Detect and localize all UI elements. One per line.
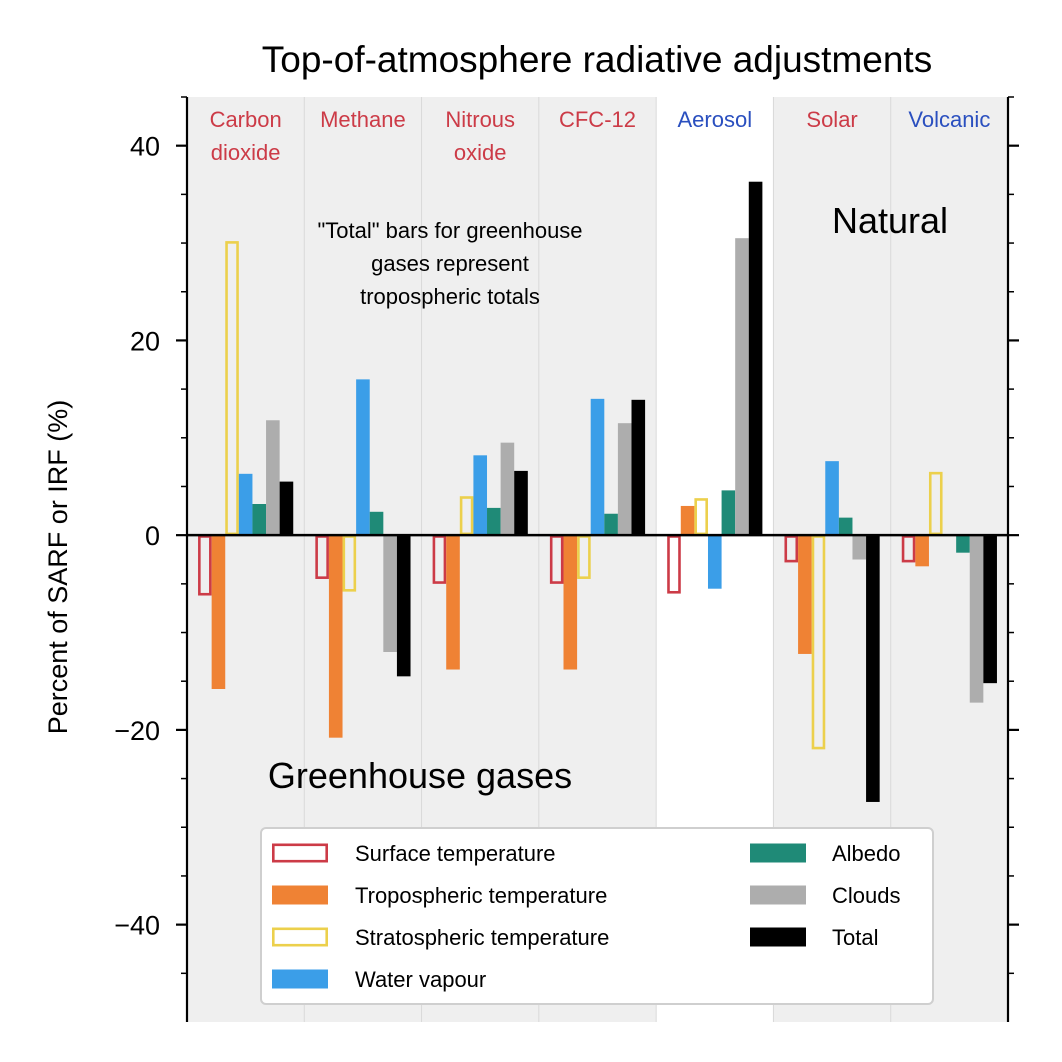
bar-carbon-dioxide-surface-temperature [198,535,212,596]
y-tick-label: 20 [130,326,160,356]
bar-volcanic-total [983,535,997,684]
y-tick-label: −20 [114,716,160,746]
bar-aerosol-tropospheric-temperature [680,505,695,536]
bar-nitrous-oxide-tropospheric-temperature [446,535,460,670]
total-note-text: "Total" bars for greenhouse [317,218,582,243]
legend-box [260,827,934,1005]
bar-cfc-12-surface-temperature [549,535,564,584]
bar-aerosol-surface-temperature [667,535,681,594]
legend-swatch-clouds [750,885,806,905]
bar-solar-stratospheric-temperature [811,535,826,750]
bar-methane-water-vapour [356,379,370,536]
natural-label: Natural [832,200,948,241]
bar-solar-clouds [852,535,867,560]
bar-aerosol-clouds [735,238,749,536]
legend: Surface temperature Tropospheric temperat… [260,827,934,1005]
total-note-text: tropospheric totals [360,284,540,309]
legend-label-albedo: Albedo [832,841,901,866]
category-label-cfc-12: CFC-12 [559,107,636,132]
legend-label-tropospheric-temperature: Tropospheric temperature [355,883,607,908]
legend-label-clouds: Clouds [832,883,900,908]
legend-swatch-tropospheric-temperature [272,885,328,905]
category-label-carbon-dioxide: Carbon [210,107,282,132]
bar-carbon-dioxide-water-vapour [238,473,253,536]
category-labels: Carbon dioxide Methane Nitrous oxide CFC-12 Ae… [210,107,991,165]
chart-title: Top-of-atmosphere radiative adjustments [262,39,932,80]
category-label-carbon-dioxide: dioxide [211,140,281,165]
bar-aerosol-water-vapour [707,535,722,589]
bar-solar-total [866,535,880,802]
bar-volcanic-surface-temperature [901,535,916,563]
bar-nitrous-oxide-stratospheric-temperature [459,496,474,536]
bar-carbon-dioxide-clouds [266,420,280,536]
bar-solar-tropospheric-temperature [798,535,812,654]
bar-carbon-dioxide-stratospheric-temperature [225,241,239,536]
category-label-solar: Solar [806,107,857,132]
bar-volcanic-tropospheric-temperature [915,535,929,567]
y-axis-label: Percent of SARF or IRF (%) [43,400,73,735]
bar-solar-albedo [838,517,853,536]
greenhouse-gases-label: Greenhouse gases [268,755,572,796]
category-label-aerosol: Aerosol [677,107,752,132]
legend-swatch-stratospheric-temperature [271,927,328,947]
y-tick-label: 40 [130,132,160,162]
bar-methane-stratospheric-temperature [342,535,357,592]
bar-volcanic-clouds [969,535,984,703]
axes: −40 −20 0 20 40 [114,96,1019,1022]
bar-cfc-12-water-vapour [590,398,605,536]
y-tick-label: 0 [145,521,160,551]
bar-methane-total [396,535,411,677]
annotations: "Total" bars for greenhouse gases represe… [268,200,948,796]
bar-nitrous-oxide-total [514,470,528,536]
bar-nitrous-oxide-albedo [487,507,501,536]
bar-nitrous-oxide-water-vapour [473,455,488,536]
bar-carbon-dioxide-tropospheric-temperature [211,535,226,689]
legend-swatch-albedo [750,843,806,863]
legend-swatch-total [750,927,806,947]
legend-label-stratospheric-temperature: Stratospheric temperature [355,925,609,950]
legend-label-total: Total [832,925,878,950]
bar-aerosol-total [748,181,763,536]
bar-methane-albedo [369,511,384,536]
category-label-nitrous-oxide: Nitrous [445,107,515,132]
legend-label-surface-temperature: Surface temperature [355,841,556,866]
bar-aerosol-albedo [721,490,736,536]
bar-nitrous-oxide-surface-temperature [432,535,447,584]
category-label-nitrous-oxide: oxide [454,140,507,165]
bar-cfc-12-tropospheric-temperature [563,535,578,670]
bar-volcanic-stratospheric-temperature [928,471,943,536]
bar-cfc-12-albedo [604,513,618,536]
bar-methane-clouds [383,535,397,652]
legend-swatch-water-vapour [272,969,328,989]
category-label-methane: Methane [320,107,406,132]
bar-solar-surface-temperature [784,535,799,563]
bar-volcanic-albedo [956,535,970,553]
bar-solar-water-vapour [825,461,839,536]
bar-cfc-12-stratospheric-temperature [577,535,591,579]
bar-cfc-12-clouds [617,423,632,536]
bar-nitrous-oxide-clouds [500,442,515,536]
bar-carbon-dioxide-albedo [252,504,267,536]
bar-cfc-12-total [631,399,646,536]
bars [198,181,997,802]
total-note-text: gases represent [371,251,529,276]
bar-methane-tropospheric-temperature [328,535,343,738]
legend-label-water-vapour: Water vapour [355,967,486,992]
bar-methane-surface-temperature [315,535,329,579]
category-label-volcanic: Volcanic [908,107,990,132]
legend-swatch-surface-temperature [271,843,328,863]
bar-aerosol-stratospheric-temperature [694,498,708,536]
y-tick-label: −40 [114,911,160,941]
bar-carbon-dioxide-total [279,481,294,536]
